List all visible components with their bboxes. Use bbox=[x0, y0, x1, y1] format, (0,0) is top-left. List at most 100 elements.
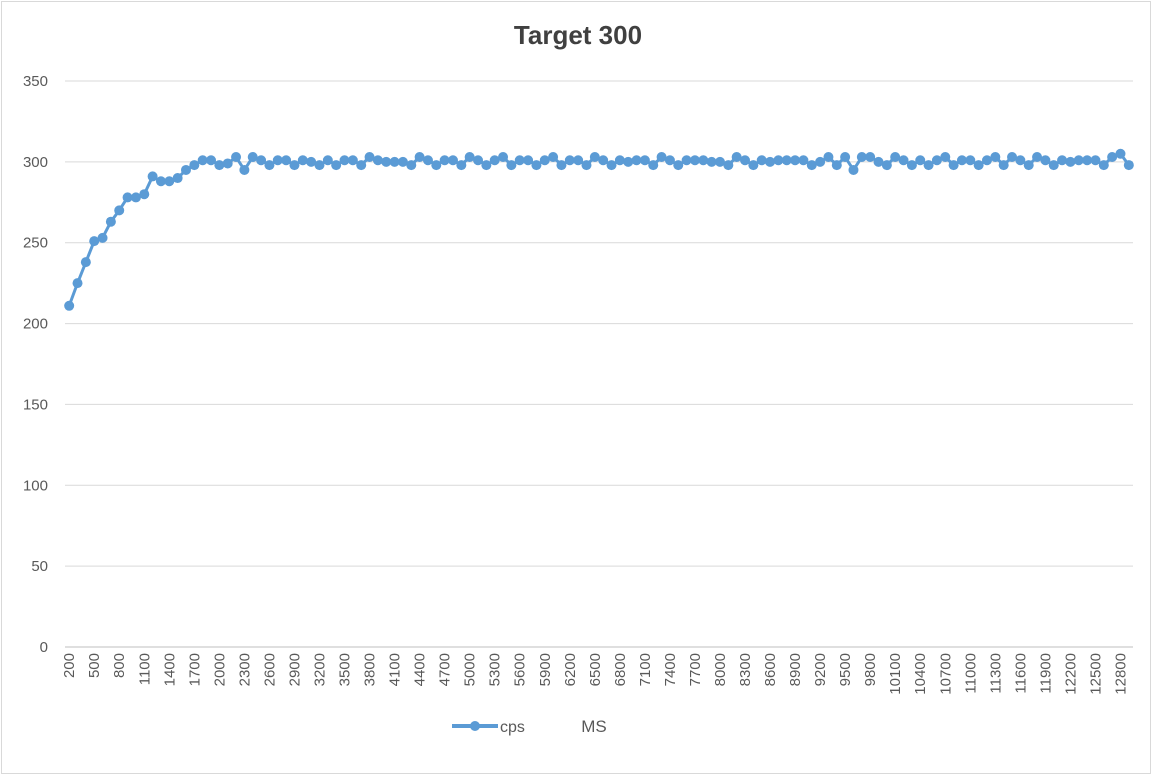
data-point bbox=[189, 160, 200, 171]
x-tick-label: 3800 bbox=[362, 653, 379, 686]
data-point bbox=[114, 205, 125, 216]
data-point bbox=[289, 160, 300, 171]
data-point bbox=[456, 160, 467, 171]
legend-label-cps: cps bbox=[500, 719, 525, 736]
data-point bbox=[539, 155, 550, 166]
x-tick-label: 5600 bbox=[512, 653, 529, 686]
data-point bbox=[64, 300, 75, 311]
data-point bbox=[689, 155, 700, 166]
data-point bbox=[414, 152, 425, 163]
data-point bbox=[706, 156, 717, 167]
data-point bbox=[155, 176, 166, 187]
x-tick-label: 200 bbox=[61, 653, 78, 678]
data-point bbox=[422, 155, 433, 166]
data-point bbox=[439, 155, 450, 166]
x-tick-label: 1400 bbox=[161, 653, 178, 686]
data-point bbox=[940, 152, 951, 163]
data-point bbox=[740, 155, 751, 166]
data-point bbox=[231, 152, 242, 163]
data-point bbox=[1115, 148, 1126, 159]
x-tick-label: 3200 bbox=[311, 653, 328, 686]
series-line-cps bbox=[67, 152, 1131, 307]
y-axis-ticks: 0 50 100 150 200 250 300 350 bbox=[23, 73, 48, 656]
x-tick-label: 5900 bbox=[537, 653, 554, 686]
data-point bbox=[122, 192, 133, 203]
data-point bbox=[1007, 152, 1018, 163]
data-point bbox=[339, 155, 350, 166]
data-point bbox=[956, 155, 967, 166]
x-tick-label: 4400 bbox=[412, 653, 429, 686]
data-point bbox=[848, 164, 859, 175]
x-tick-label: 800 bbox=[111, 653, 128, 678]
data-point bbox=[1032, 152, 1043, 163]
data-point bbox=[372, 155, 383, 166]
y-tick-label: 350 bbox=[23, 73, 48, 90]
data-point bbox=[756, 155, 767, 166]
data-point bbox=[523, 155, 534, 166]
x-tick-label: 11900 bbox=[1037, 653, 1054, 694]
x-tick-label: 8300 bbox=[737, 653, 754, 686]
data-point bbox=[623, 156, 634, 167]
data-point bbox=[214, 160, 225, 171]
data-point bbox=[631, 155, 642, 166]
x-tick-label: 2600 bbox=[261, 653, 278, 686]
x-tick-label: 8900 bbox=[787, 653, 804, 686]
x-tick-label: 11300 bbox=[987, 653, 1004, 694]
legend: cps bbox=[452, 719, 525, 736]
y-tick-label: 0 bbox=[40, 639, 48, 656]
data-point bbox=[948, 160, 959, 171]
data-point bbox=[239, 164, 250, 175]
data-point bbox=[865, 152, 876, 163]
data-point bbox=[589, 152, 600, 163]
x-tick-label: 1700 bbox=[186, 653, 203, 686]
data-point bbox=[681, 155, 692, 166]
data-point bbox=[765, 156, 776, 167]
data-point bbox=[464, 152, 475, 163]
data-point bbox=[606, 160, 617, 171]
x-tick-label: 2900 bbox=[286, 653, 303, 686]
y-tick-label: 50 bbox=[31, 558, 48, 575]
data-point bbox=[806, 160, 817, 171]
data-point bbox=[1098, 160, 1109, 171]
data-point bbox=[364, 152, 375, 163]
x-tick-label: 10400 bbox=[912, 653, 929, 695]
x-tick-label: 6200 bbox=[562, 653, 579, 686]
data-point bbox=[105, 216, 116, 227]
data-point bbox=[406, 160, 417, 171]
x-tick-label: 1100 bbox=[136, 653, 153, 685]
data-point bbox=[1023, 160, 1034, 171]
data-point bbox=[915, 155, 926, 166]
data-point bbox=[965, 155, 976, 166]
x-tick-label: 4700 bbox=[437, 653, 454, 686]
data-point bbox=[498, 152, 509, 163]
data-point bbox=[72, 278, 83, 289]
data-point bbox=[564, 155, 575, 166]
data-point bbox=[281, 155, 292, 166]
data-point bbox=[581, 160, 592, 171]
data-point bbox=[222, 158, 233, 169]
data-point bbox=[573, 155, 584, 166]
data-point bbox=[815, 156, 826, 167]
data-point bbox=[431, 160, 442, 171]
x-tick-label: 12800 bbox=[1112, 653, 1129, 695]
data-point bbox=[998, 160, 1009, 171]
x-tick-label: 2000 bbox=[211, 653, 228, 686]
y-tick-label: 200 bbox=[23, 316, 48, 333]
data-point bbox=[973, 160, 984, 171]
data-point bbox=[790, 155, 801, 166]
data-point bbox=[89, 236, 100, 247]
x-tick-label: 3500 bbox=[337, 653, 354, 686]
data-point bbox=[890, 152, 901, 163]
data-point bbox=[97, 232, 108, 243]
data-point bbox=[206, 155, 217, 166]
data-point bbox=[773, 155, 784, 166]
data-point bbox=[331, 160, 342, 171]
x-tick-label: 7100 bbox=[637, 653, 654, 686]
x-tick-label: 5000 bbox=[462, 653, 479, 686]
data-point bbox=[381, 156, 392, 167]
data-point bbox=[1123, 160, 1134, 171]
data-point bbox=[197, 155, 208, 166]
data-point bbox=[881, 160, 892, 171]
